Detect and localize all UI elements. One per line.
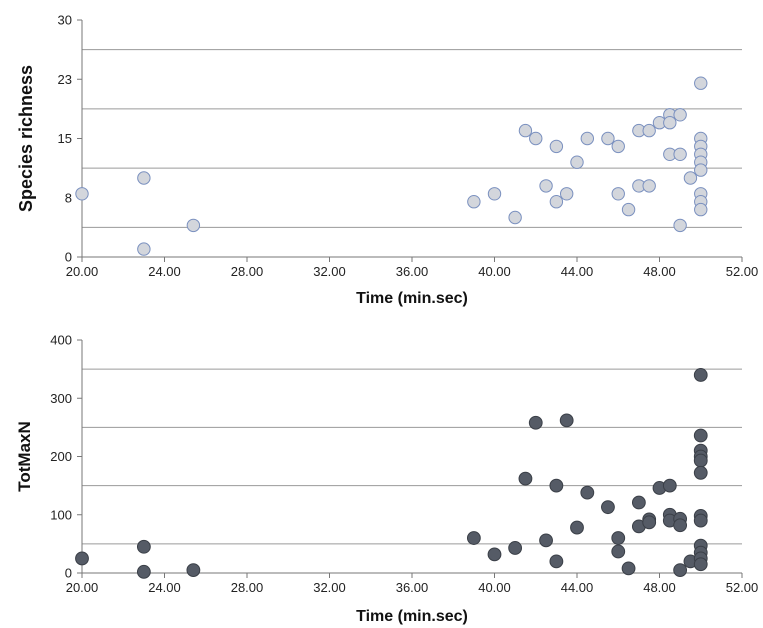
data-point bbox=[559, 187, 574, 201]
data-point bbox=[693, 557, 708, 572]
data-point bbox=[611, 531, 626, 545]
x-tick-label: 44.00 bbox=[561, 264, 594, 279]
data-point bbox=[75, 187, 89, 201]
data-point bbox=[549, 554, 564, 569]
data-point bbox=[137, 242, 151, 256]
data-point bbox=[673, 218, 687, 233]
y-axis-title: Species richness bbox=[16, 65, 36, 212]
data-point bbox=[549, 139, 564, 154]
data-point bbox=[611, 139, 625, 154]
y-tick-label: 200 bbox=[50, 449, 72, 464]
x-tick-label: 48.00 bbox=[643, 580, 676, 595]
data-point bbox=[683, 171, 698, 185]
data-point bbox=[642, 515, 657, 530]
data-point bbox=[529, 131, 543, 146]
data-point bbox=[694, 163, 708, 177]
y-tick-label: 0 bbox=[65, 566, 72, 581]
data-point bbox=[186, 563, 201, 577]
data-point bbox=[508, 210, 522, 225]
x-tick-label: 32.00 bbox=[313, 580, 346, 595]
x-tick-label: 44.00 bbox=[561, 580, 594, 595]
data-point bbox=[136, 539, 151, 554]
x-tick-label: 36.00 bbox=[396, 264, 429, 279]
y-tick-label: 0 bbox=[65, 250, 72, 265]
data-point bbox=[693, 453, 708, 468]
data-point bbox=[693, 368, 708, 382]
y-tick-label: 23 bbox=[58, 72, 72, 87]
y-tick-label: 8 bbox=[65, 190, 72, 205]
x-tick-label: 20.00 bbox=[66, 580, 99, 595]
data-point bbox=[487, 547, 502, 562]
data-point bbox=[466, 531, 481, 545]
data-point bbox=[528, 415, 543, 430]
y-tick-label: 15 bbox=[58, 131, 72, 146]
x-tick-label: 52.00 bbox=[726, 264, 759, 279]
data-point bbox=[137, 171, 151, 185]
x-tick-label: 28.00 bbox=[231, 264, 264, 279]
data-point bbox=[508, 541, 523, 555]
x-tick-label: 40.00 bbox=[478, 264, 511, 279]
data-point bbox=[663, 116, 677, 130]
data-point bbox=[611, 544, 626, 559]
data-point bbox=[642, 179, 656, 193]
data-point bbox=[518, 471, 533, 486]
data-point bbox=[570, 520, 584, 535]
data-point bbox=[601, 131, 615, 146]
y-tick-label: 300 bbox=[50, 391, 72, 406]
x-axis-title: Time (min.sec) bbox=[356, 290, 468, 307]
x-tick-label: 32.00 bbox=[313, 264, 346, 279]
data-point bbox=[673, 108, 687, 122]
data-point bbox=[549, 195, 564, 209]
data-point bbox=[580, 485, 595, 500]
data-point bbox=[673, 147, 687, 162]
y-tick-label: 400 bbox=[50, 333, 72, 348]
data-point bbox=[621, 202, 636, 217]
species-richness-chart: 0 8 15 23 30 20.00 24.00 28.00 32.00 36.00 40.00 44… bbox=[16, 13, 758, 308]
data-point bbox=[570, 155, 584, 169]
x-tick-label: 28.00 bbox=[231, 580, 264, 595]
data-point bbox=[186, 218, 201, 233]
data-point bbox=[662, 478, 677, 493]
totmaxn-chart: 0 100 200 300 400 20.00 24.00 28.00 32.00 36.00 40… bbox=[15, 333, 758, 626]
y-tick-label: 100 bbox=[50, 507, 72, 522]
data-point bbox=[642, 123, 656, 138]
data-point bbox=[580, 131, 595, 146]
data-point bbox=[549, 478, 564, 493]
y-tick-label: 30 bbox=[58, 13, 72, 28]
x-tick-label: 20.00 bbox=[66, 264, 99, 279]
data-point bbox=[75, 551, 89, 566]
data-point bbox=[693, 513, 708, 528]
data-point bbox=[487, 187, 502, 201]
data-point bbox=[673, 518, 688, 533]
x-tick-label: 36.00 bbox=[396, 580, 429, 595]
data-point bbox=[693, 428, 708, 443]
data-point bbox=[673, 563, 688, 577]
data-point bbox=[611, 187, 625, 201]
data-point bbox=[518, 123, 533, 138]
data-point bbox=[136, 564, 151, 579]
x-tick-label: 48.00 bbox=[643, 264, 676, 279]
y-axis-title: TotMaxN bbox=[15, 421, 34, 492]
x-tick-label: 52.00 bbox=[726, 580, 759, 595]
data-point bbox=[539, 533, 553, 548]
data-point bbox=[694, 76, 708, 90]
data-point bbox=[467, 195, 481, 209]
data-point bbox=[693, 465, 708, 480]
x-axis-title: Time (min.sec) bbox=[356, 608, 468, 625]
x-tick-label: 24.00 bbox=[148, 264, 181, 279]
data-point bbox=[621, 561, 636, 576]
data-point bbox=[601, 500, 615, 515]
data-point bbox=[539, 179, 553, 193]
data-point bbox=[631, 495, 646, 510]
x-tick-label: 40.00 bbox=[478, 580, 511, 595]
x-tick-label: 24.00 bbox=[148, 580, 181, 595]
data-point bbox=[694, 202, 708, 217]
data-point bbox=[559, 413, 574, 428]
